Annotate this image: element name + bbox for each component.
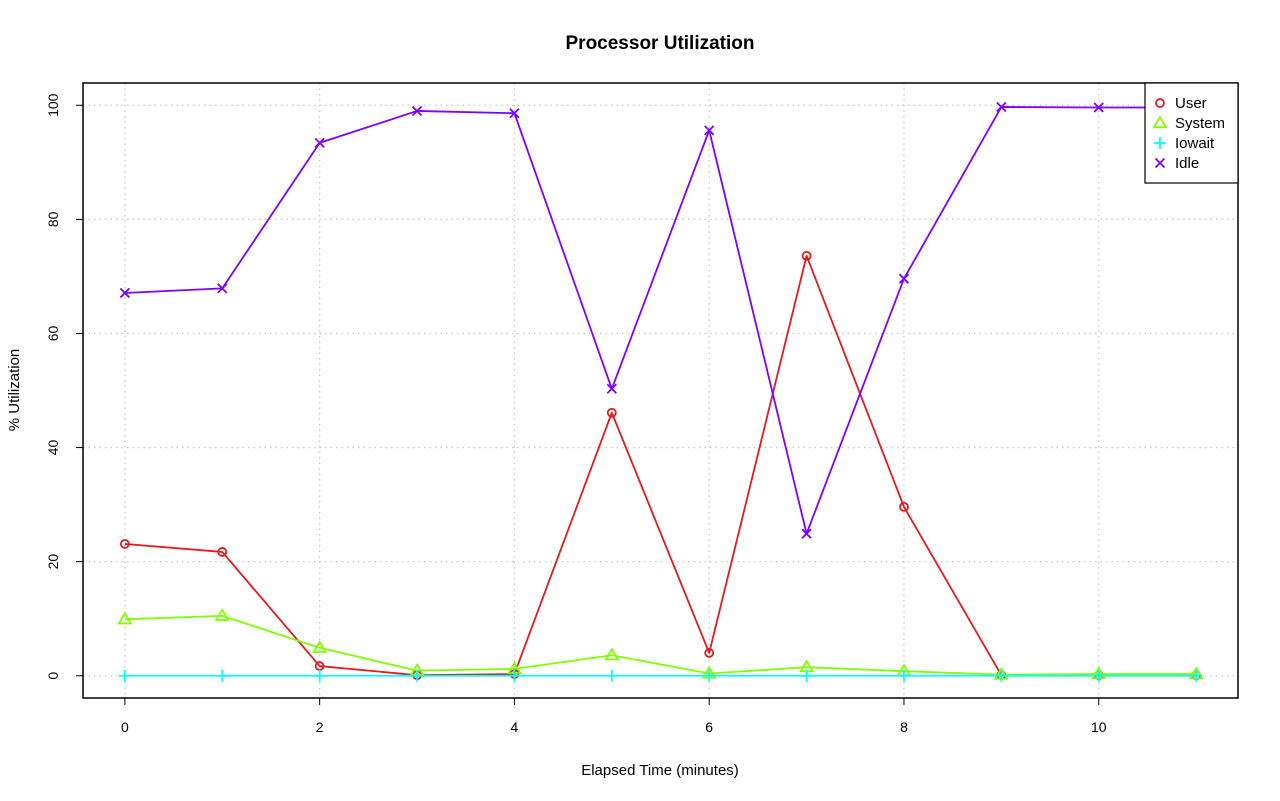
series-line-system xyxy=(124,614,1197,676)
x-tick-label: 0 xyxy=(121,719,129,735)
data-point-idle xyxy=(314,137,325,149)
legend-marker-system xyxy=(1152,115,1168,129)
legend: User System Iowait Idle xyxy=(1144,82,1239,184)
data-point-idle xyxy=(606,383,617,394)
data-point-iowait xyxy=(508,669,521,682)
series-iowait xyxy=(118,669,1203,682)
legend-label-iowait: Iowait xyxy=(1175,135,1215,152)
x-axis-label: Elapsed Time (minutes) xyxy=(581,762,739,779)
data-point-system xyxy=(117,611,133,625)
data-point-iowait xyxy=(313,669,326,682)
plot-frame xyxy=(82,82,1239,699)
x-tick-label: 10 xyxy=(1091,719,1107,735)
data-point-iowait xyxy=(1190,669,1203,682)
x-tick-label: 8 xyxy=(900,719,908,735)
x-axis: 0 2 4 6 8 10 xyxy=(121,698,1107,735)
x-tick-label: 6 xyxy=(705,719,713,735)
data-point-system xyxy=(604,647,620,661)
y-tick-label: 0 xyxy=(45,672,61,680)
legend-label-idle: Idle xyxy=(1175,155,1199,172)
series-user xyxy=(119,250,1202,681)
data-point-idle xyxy=(509,108,520,119)
data-point-user xyxy=(801,250,812,261)
data-point-idle xyxy=(411,105,423,117)
data-point-idle xyxy=(801,528,812,539)
data-point-iowait xyxy=(995,669,1008,682)
series-line-user xyxy=(124,254,1197,677)
data-point-user xyxy=(119,539,130,549)
data-point-idle xyxy=(898,273,910,284)
data-point-idle xyxy=(1093,102,1104,113)
data-point-idle xyxy=(996,101,1007,113)
data-point-idle xyxy=(704,125,715,136)
y-tick-label: 20 xyxy=(45,554,61,570)
data-point-iowait xyxy=(897,669,910,682)
x-tick-label: 2 xyxy=(316,719,324,735)
y-axis: 0 20 40 60 80 100 xyxy=(45,93,83,680)
x-tick-label: 4 xyxy=(511,719,519,735)
y-tick-label: 80 xyxy=(45,211,61,227)
data-point-user xyxy=(704,648,715,658)
series-layer xyxy=(117,101,1204,682)
chart-title: Processor Utilization xyxy=(566,33,755,54)
y-tick-label: 100 xyxy=(45,93,61,117)
y-tick-label: 40 xyxy=(45,440,61,456)
series-line-idle xyxy=(124,106,1197,535)
data-point-iowait xyxy=(1092,669,1105,682)
data-point-iowait xyxy=(605,669,618,682)
data-point-iowait xyxy=(411,669,424,682)
data-point-idle xyxy=(217,283,228,294)
data-point-idle xyxy=(119,287,131,299)
y-axis-label: % Utilization xyxy=(6,349,23,432)
data-point-iowait xyxy=(800,669,813,682)
data-point-user xyxy=(606,407,617,418)
legend-marker-user xyxy=(1155,98,1165,108)
legend-marker-idle xyxy=(1154,157,1166,169)
data-point-iowait xyxy=(703,669,716,682)
data-point-user xyxy=(217,547,228,557)
legend-marker-iowait xyxy=(1154,137,1166,149)
y-tick-label: 60 xyxy=(45,325,61,341)
legend-label-user: User xyxy=(1175,95,1207,112)
legend-label-system: System xyxy=(1175,115,1225,132)
series-idle xyxy=(119,101,1202,539)
data-point-system xyxy=(312,640,328,653)
data-point-iowait xyxy=(118,669,131,682)
data-point-iowait xyxy=(216,669,229,682)
data-point-system xyxy=(214,608,230,621)
grid-lines xyxy=(83,83,1238,698)
data-point-user xyxy=(899,501,909,512)
